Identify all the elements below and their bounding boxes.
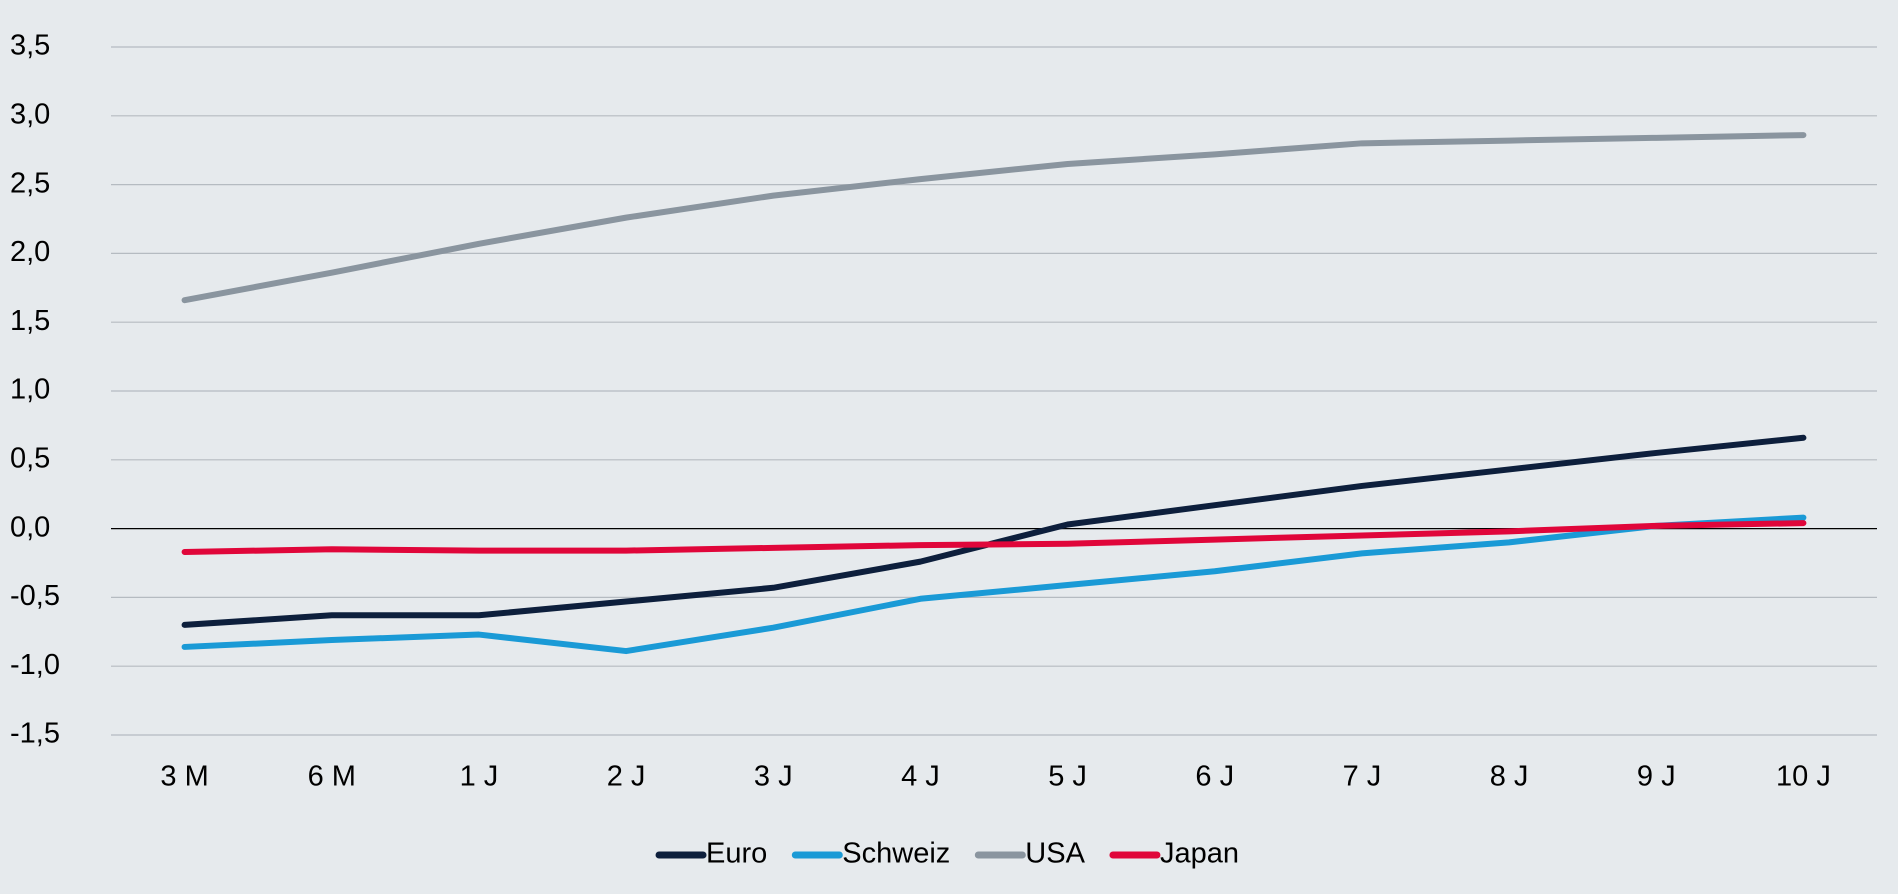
x-tick-label: 4 J xyxy=(901,761,940,793)
x-tick-label: 9 J xyxy=(1637,761,1676,793)
x-tick-label: 10 J xyxy=(1776,761,1831,793)
y-tick-label: 3,5 xyxy=(10,30,50,62)
x-tick-label: 3 M xyxy=(160,761,208,793)
y-tick-label: 0,5 xyxy=(10,442,50,474)
x-tick-label: 6 M xyxy=(308,761,356,793)
series-line xyxy=(181,132,1807,304)
y-tick-label: 1,5 xyxy=(10,305,50,337)
legend-label: Euro xyxy=(706,838,767,870)
x-tick-label: 1 J xyxy=(460,761,499,793)
x-tick-label: 2 J xyxy=(607,761,646,793)
y-tick-label: 1,0 xyxy=(10,374,50,406)
series-line xyxy=(181,514,1807,655)
legend-label: USA xyxy=(1025,838,1085,870)
y-tick-label: -0,5 xyxy=(10,580,60,612)
y-tick-label: 3,0 xyxy=(10,98,50,130)
x-tick-label: 5 J xyxy=(1048,761,1087,793)
x-tick-label: 6 J xyxy=(1195,761,1234,793)
legend-label: Japan xyxy=(1160,838,1239,870)
y-tick-label: 0,0 xyxy=(10,511,50,543)
legend-label: Schweiz xyxy=(842,838,950,870)
y-tick-label: -1,5 xyxy=(10,718,60,750)
x-tick-label: 8 J xyxy=(1490,761,1529,793)
y-tick-label: 2,5 xyxy=(10,167,50,199)
x-tick-label: 3 J xyxy=(754,761,793,793)
legend: Euro Schweiz USA Japan xyxy=(655,838,1239,870)
x-tick-label: 7 J xyxy=(1343,761,1382,793)
y-tick-label: 2,0 xyxy=(10,236,50,268)
series-line xyxy=(181,520,1807,555)
y-tick-label: -1,0 xyxy=(10,649,60,681)
